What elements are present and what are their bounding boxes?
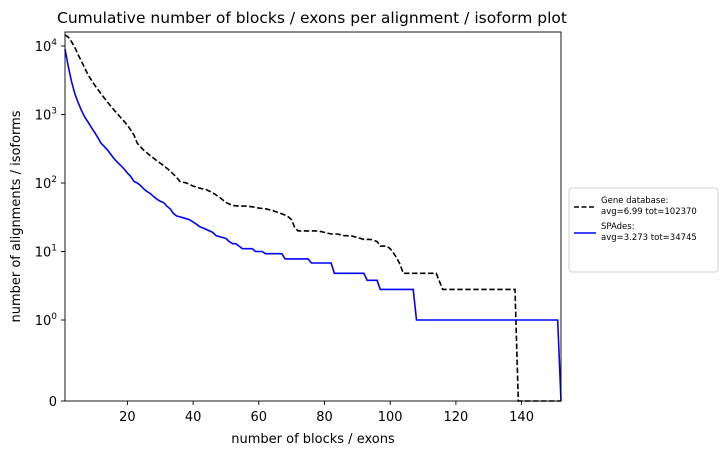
plot-frame xyxy=(64,31,562,402)
legend: Gene database:avg=6.99 tot=102370 SPAdes:… xyxy=(568,187,719,273)
x-tick-label: 40 xyxy=(185,410,202,425)
legend-stats-0: avg=6.99 tot=102370 xyxy=(601,207,697,217)
y-axis-label: number of alignments / isoforms xyxy=(9,110,24,322)
chart-title: Cumulative number of blocks / exons per … xyxy=(57,9,567,27)
x-tick-label: 80 xyxy=(316,410,333,425)
y-axis: 0 100 101 102 103 104 xyxy=(35,38,65,410)
plot-lines xyxy=(64,34,562,402)
x-tick-label: 120 xyxy=(443,410,468,425)
x-tick-label: 60 xyxy=(251,410,268,425)
y-tick-label: 0 xyxy=(49,395,57,410)
legend-label-0: Gene database: xyxy=(601,196,668,206)
x-axis: 20 40 60 80 100 120 140 xyxy=(119,401,534,425)
x-tick-label: 20 xyxy=(119,410,136,425)
legend-label-1: SPAdes: xyxy=(601,222,635,232)
x-axis-label: number of blocks / exons xyxy=(231,432,395,447)
series-line-0 xyxy=(64,34,561,402)
y-tick-label: 100 xyxy=(35,312,58,329)
legend-box xyxy=(568,187,719,273)
y-tick-label: 102 xyxy=(35,175,57,192)
y-tick-label: 104 xyxy=(35,38,58,55)
x-tick-label: 140 xyxy=(509,410,534,425)
x-tick-label: 100 xyxy=(378,410,403,425)
series-line-1 xyxy=(64,48,562,402)
y-tick-label: 103 xyxy=(35,107,57,124)
y-tick-label: 101 xyxy=(35,244,57,261)
legend-stats-1: avg=3.273 tot=34745 xyxy=(601,233,697,243)
